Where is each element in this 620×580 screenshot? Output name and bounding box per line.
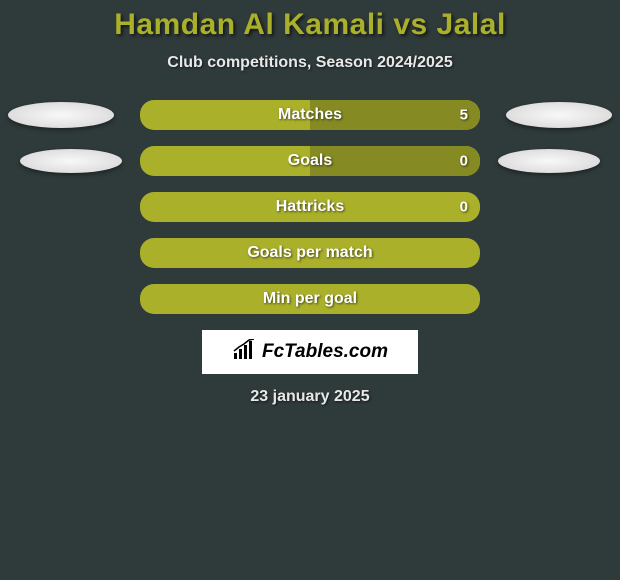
stat-label: Goals per match (140, 244, 480, 262)
player-marker-ellipse (8, 102, 114, 128)
stat-row: Hattricks0 (140, 192, 480, 222)
stat-row: Goals per match (140, 238, 480, 268)
stat-label: Goals (140, 152, 480, 170)
chart-icon (232, 339, 258, 366)
player-marker-ellipse (498, 149, 600, 173)
stat-row: Matches5 (140, 100, 480, 130)
logo-text: FcTables.com (262, 341, 388, 363)
stat-value-right: 0 (460, 199, 468, 216)
stat-row: Min per goal (140, 284, 480, 314)
stat-value-right: 0 (460, 153, 468, 170)
page-title: Hamdan Al Kamali vs Jalal (0, 8, 620, 42)
stat-row: Goals0 (140, 146, 480, 176)
subtitle: Club competitions, Season 2024/2025 (0, 54, 620, 72)
stats-panel: Matches5Goals0Hattricks0Goals per matchM… (0, 100, 620, 314)
player-marker-ellipse (506, 102, 612, 128)
stat-value-right: 5 (460, 107, 468, 124)
stat-label: Matches (140, 106, 480, 124)
stat-label: Min per goal (140, 290, 480, 308)
logo-box: FcTables.com (202, 330, 418, 374)
date-line: 23 january 2025 (0, 388, 620, 406)
stat-label: Hattricks (140, 198, 480, 216)
player-marker-ellipse (20, 149, 122, 173)
root: Hamdan Al Kamali vs Jalal Club competiti… (0, 0, 620, 406)
